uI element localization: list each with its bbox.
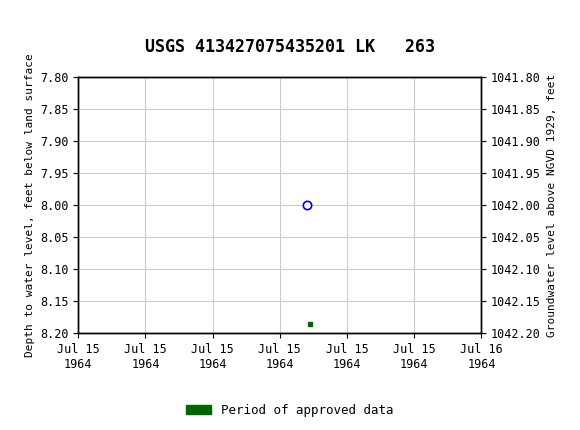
Legend: Period of approved data: Period of approved data (181, 399, 399, 421)
Y-axis label: Groundwater level above NGVD 1929, feet: Groundwater level above NGVD 1929, feet (546, 74, 557, 337)
Y-axis label: Depth to water level, feet below land surface: Depth to water level, feet below land su… (24, 53, 35, 357)
Text: ≡USGS: ≡USGS (3, 10, 66, 31)
Text: USGS 413427075435201 LK   263: USGS 413427075435201 LK 263 (145, 38, 435, 56)
